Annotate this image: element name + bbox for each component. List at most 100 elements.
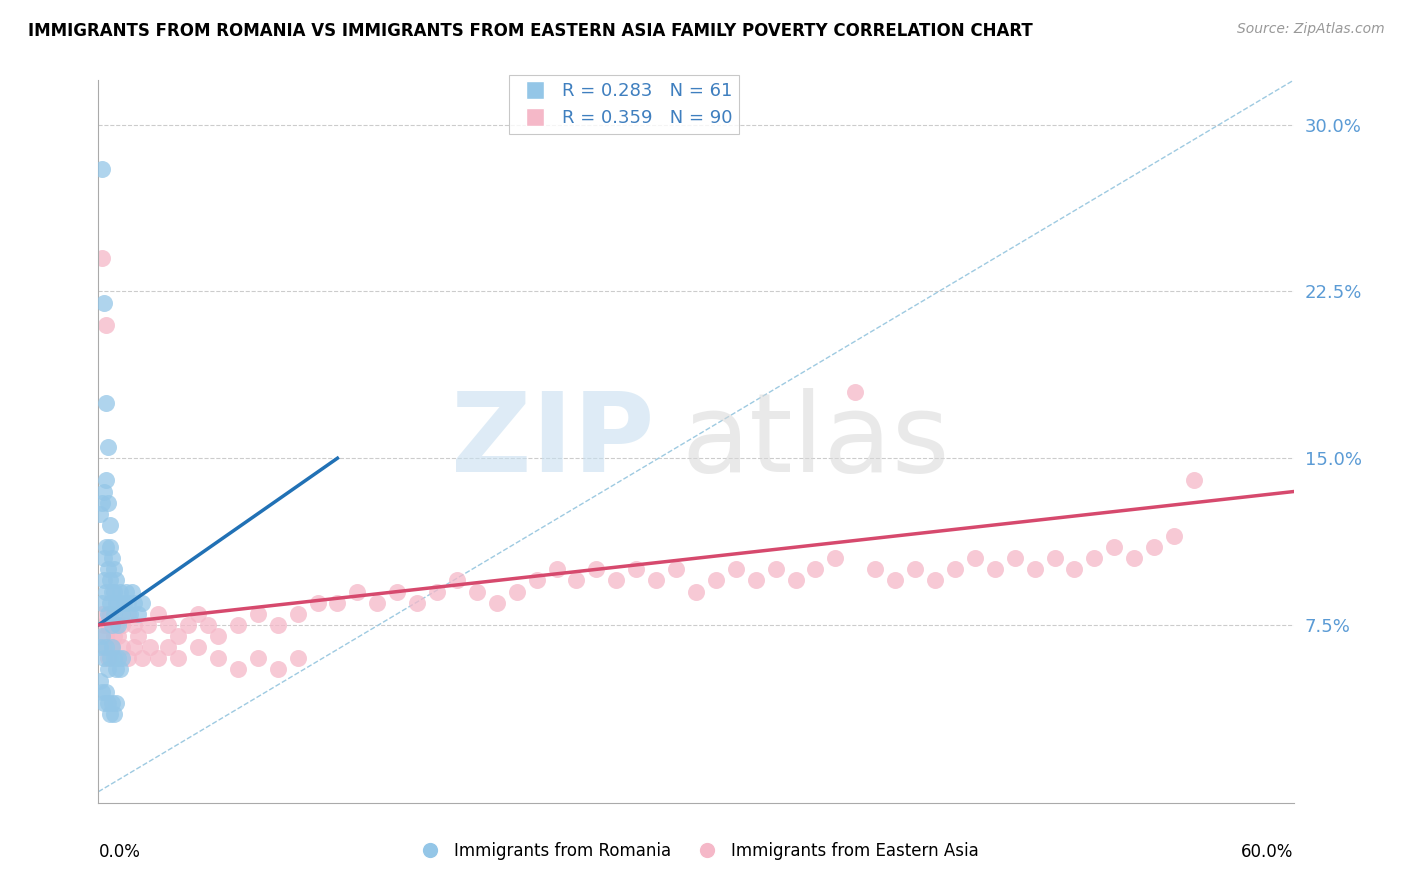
Point (824, 551, 846, 566)
Point (124, 618, 146, 632)
Point (89, 507, 111, 521)
Point (1123, 551, 1146, 566)
Point (117, 607, 139, 621)
Point (115, 584, 138, 599)
Point (105, 618, 128, 632)
Point (91, 684, 114, 698)
Point (1163, 529, 1185, 543)
Point (105, 662, 128, 676)
Point (884, 574, 907, 588)
Point (226, 618, 249, 632)
Point (226, 662, 249, 676)
Point (91, 162, 114, 177)
Point (148, 607, 170, 621)
Point (93, 551, 115, 566)
Point (91, 496, 114, 510)
Point (187, 607, 209, 621)
Point (93, 651, 115, 665)
Point (93, 295, 115, 310)
Point (105, 696, 128, 710)
Point (103, 651, 125, 665)
Point (112, 596, 135, 610)
Point (93, 640, 115, 655)
Point (148, 651, 170, 665)
Point (287, 607, 309, 621)
Point (127, 607, 149, 621)
Point (98, 607, 122, 621)
Point (97, 440, 120, 454)
Point (984, 562, 1007, 576)
Point (167, 651, 190, 665)
Point (645, 574, 668, 588)
Point (565, 574, 588, 588)
Point (117, 596, 139, 610)
Point (406, 596, 429, 610)
Point (1063, 562, 1085, 576)
Point (101, 640, 124, 655)
Text: ZIP: ZIP (451, 388, 654, 495)
Text: IMMIGRANTS FROM ROMANIA VS IMMIGRANTS FROM EASTERN ASIA FAMILY POVERTY CORRELATI: IMMIGRANTS FROM ROMANIA VS IMMIGRANTS FR… (28, 22, 1033, 40)
Point (187, 640, 209, 655)
Point (1083, 551, 1105, 566)
Point (89, 640, 111, 655)
Point (107, 596, 129, 610)
Text: Source: ZipAtlas.com: Source: ZipAtlas.com (1237, 22, 1385, 37)
Point (97, 562, 120, 576)
Point (605, 574, 627, 588)
Point (724, 562, 747, 576)
Point (111, 618, 134, 632)
Point (246, 651, 269, 665)
Point (136, 618, 159, 632)
Point (103, 706, 125, 721)
Point (1043, 551, 1066, 566)
Point (98, 651, 122, 665)
Point (526, 574, 548, 588)
Point (103, 629, 125, 643)
Point (346, 584, 368, 599)
Point (105, 574, 128, 588)
Point (97, 607, 120, 621)
Point (121, 584, 143, 599)
Point (98, 574, 122, 588)
Point (96, 474, 118, 488)
Point (446, 574, 468, 588)
Point (157, 618, 180, 632)
Point (963, 551, 986, 566)
Point (103, 562, 125, 576)
Point (103, 607, 125, 621)
Point (101, 696, 124, 710)
Point (307, 596, 329, 610)
Point (943, 562, 966, 576)
Point (585, 562, 607, 576)
Point (485, 596, 508, 610)
Point (1182, 474, 1205, 488)
Point (107, 629, 129, 643)
Point (96, 629, 118, 643)
Point (96, 395, 118, 409)
Point (101, 640, 124, 655)
Point (124, 640, 146, 655)
Point (267, 662, 290, 676)
Point (91, 607, 114, 621)
Point (131, 651, 153, 665)
Point (506, 584, 529, 599)
Point (287, 651, 309, 665)
Point (96, 640, 118, 655)
Point (1004, 551, 1026, 566)
Point (326, 596, 349, 610)
Point (97, 696, 120, 710)
Point (197, 618, 219, 632)
Point (96, 318, 118, 332)
Point (177, 618, 200, 632)
Point (131, 596, 153, 610)
Point (93, 574, 115, 588)
Point (103, 584, 125, 599)
Point (105, 651, 128, 665)
Point (704, 574, 727, 588)
Point (107, 651, 129, 665)
Point (97, 662, 120, 676)
Point (765, 562, 787, 576)
Point (101, 584, 124, 599)
Point (97, 618, 120, 632)
Point (101, 551, 124, 566)
